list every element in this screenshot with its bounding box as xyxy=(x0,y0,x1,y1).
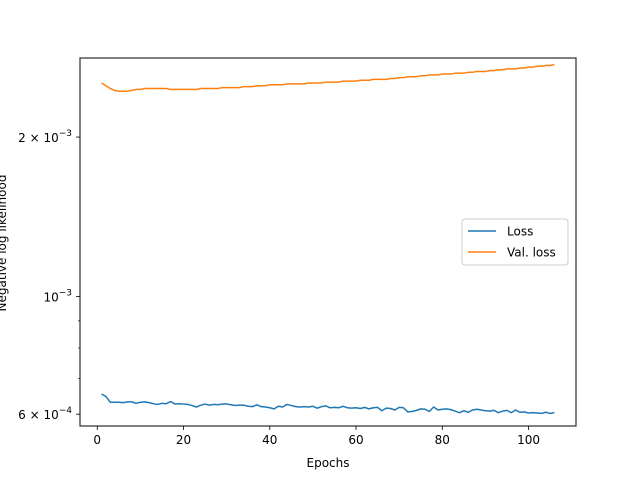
x-tick-label: 100 xyxy=(517,433,540,447)
plot-frame xyxy=(79,57,577,427)
y-tick-label: 2 × 10−3 xyxy=(18,129,72,145)
y-axis-label: Negative log likelihood xyxy=(0,175,9,312)
x-tick-label: 20 xyxy=(176,433,191,447)
legend-label-val-loss: Val. loss xyxy=(507,246,556,260)
x-tick-label: 40 xyxy=(262,433,277,447)
x-tick-label: 80 xyxy=(435,433,450,447)
series-line-val-loss xyxy=(101,63,555,93)
axes: 0 20 40 60 80 100 6 × 10−4 10−3 2 × 10−3 xyxy=(18,57,577,447)
y-tick-label: 6 × 10−4 xyxy=(18,406,72,422)
x-tick-label: 60 xyxy=(348,433,363,447)
x-tick-label: 0 xyxy=(93,433,101,447)
legend: Loss Val. loss xyxy=(461,218,569,266)
series-line-loss xyxy=(101,393,555,415)
legend-label-loss: Loss xyxy=(507,225,533,239)
plot-area xyxy=(101,63,555,415)
y-tick-label: 10−3 xyxy=(43,289,72,305)
x-axis-label: Epochs xyxy=(307,456,350,470)
